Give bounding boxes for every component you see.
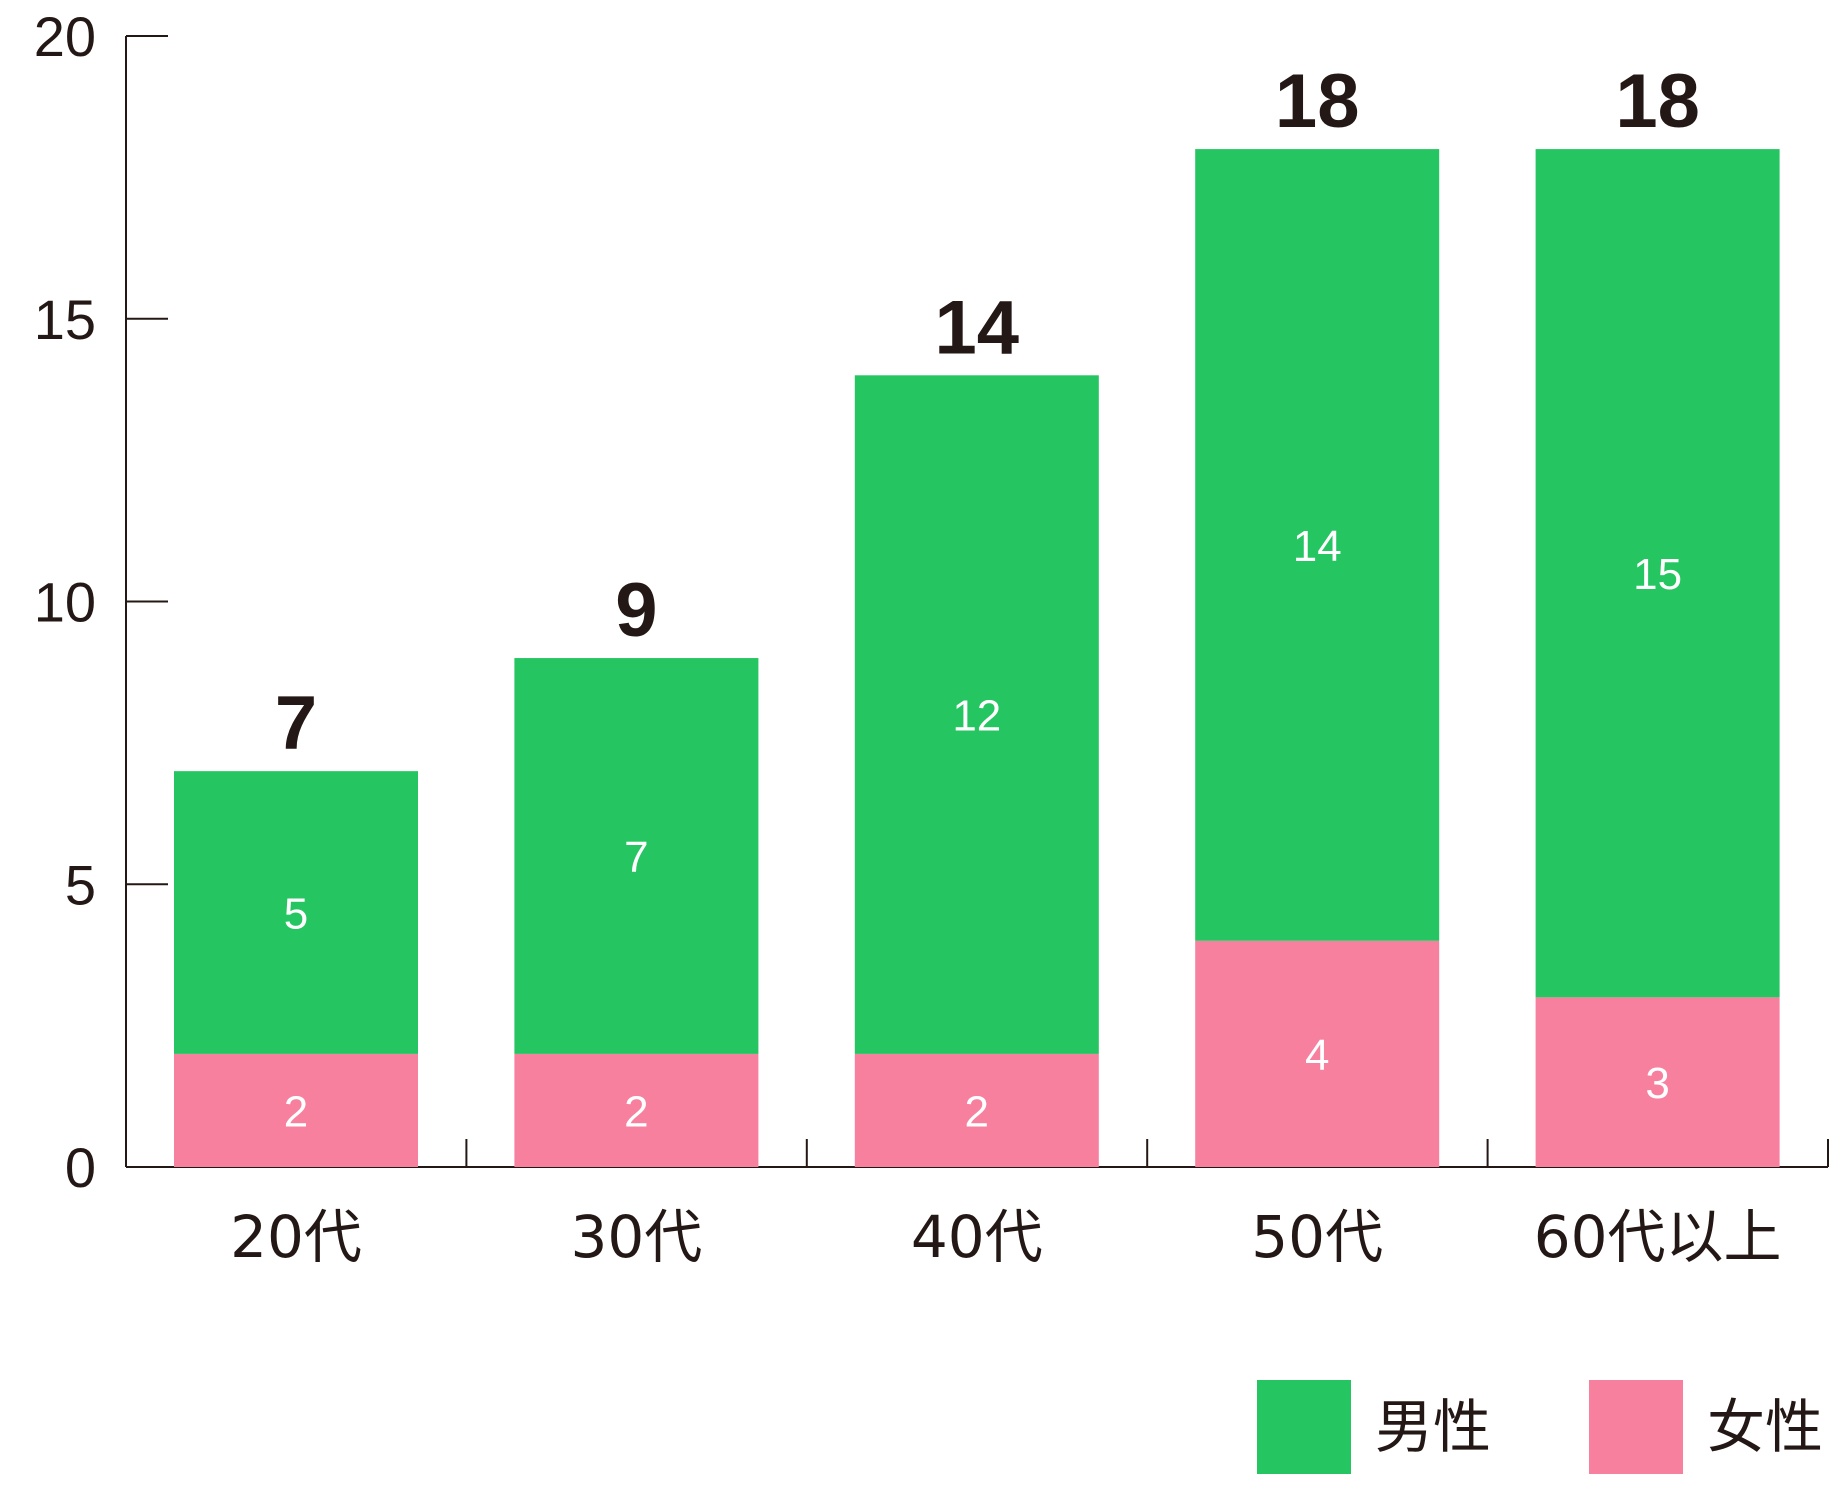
category-label: 30代	[570, 1203, 702, 1271]
bar-total-label: 14	[935, 285, 1020, 370]
category-label: 20代	[230, 1203, 362, 1271]
segment-value-label: 2	[284, 1087, 308, 1136]
segment-value-label: 2	[965, 1087, 989, 1136]
segment-value-label: 14	[1293, 522, 1342, 571]
y-tick-label: 5	[65, 853, 96, 916]
segment-value-label: 7	[624, 833, 648, 882]
bar-segment	[1535, 149, 1780, 998]
bar-total-label: 18	[1615, 59, 1700, 144]
bar-total-label: 7	[275, 681, 317, 766]
bar-segment	[514, 1053, 759, 1167]
segment-value-label: 2	[624, 1087, 648, 1136]
category-label: 50代	[1251, 1203, 1383, 1271]
bar-segment	[1195, 149, 1440, 941]
bar-segment	[174, 771, 418, 1054]
bar-segment	[174, 1053, 418, 1167]
y-tick-label: 15	[34, 288, 96, 351]
legend-swatch	[1257, 1380, 1351, 1474]
bars: 2 5 7 20代 2 7 9 30代 2 12 14 40代 4 14 18 50代 3 15 18 60代以上	[174, 59, 1782, 1271]
legend: 男性 女性	[1257, 1380, 1823, 1474]
y-tick-label: 0	[65, 1136, 96, 1199]
segment-value-label: 15	[1633, 550, 1682, 599]
bar-segment	[1195, 940, 1440, 1167]
category-label: 60代以上	[1534, 1203, 1782, 1271]
y-tick-label: 10	[34, 571, 96, 634]
bar-segment	[854, 375, 1099, 1054]
segment-value-label: 3	[1645, 1059, 1669, 1108]
category-label: 40代	[911, 1203, 1043, 1271]
bar-total-label: 18	[1275, 59, 1360, 144]
y-tick-label: 20	[34, 5, 96, 68]
segment-value-label: 4	[1305, 1031, 1329, 1080]
bar-segment	[1535, 997, 1780, 1167]
legend-swatch	[1589, 1380, 1683, 1474]
y-axis: 0 5 10 15 20	[34, 5, 168, 1199]
bar-total-label: 9	[615, 568, 657, 653]
segment-value-label: 12	[952, 692, 1001, 741]
bar-segment	[514, 658, 759, 1054]
legend-label: 男性	[1375, 1393, 1491, 1461]
bar-segment	[854, 1053, 1099, 1167]
legend-label: 女性	[1707, 1393, 1823, 1461]
segment-value-label: 5	[284, 890, 308, 939]
